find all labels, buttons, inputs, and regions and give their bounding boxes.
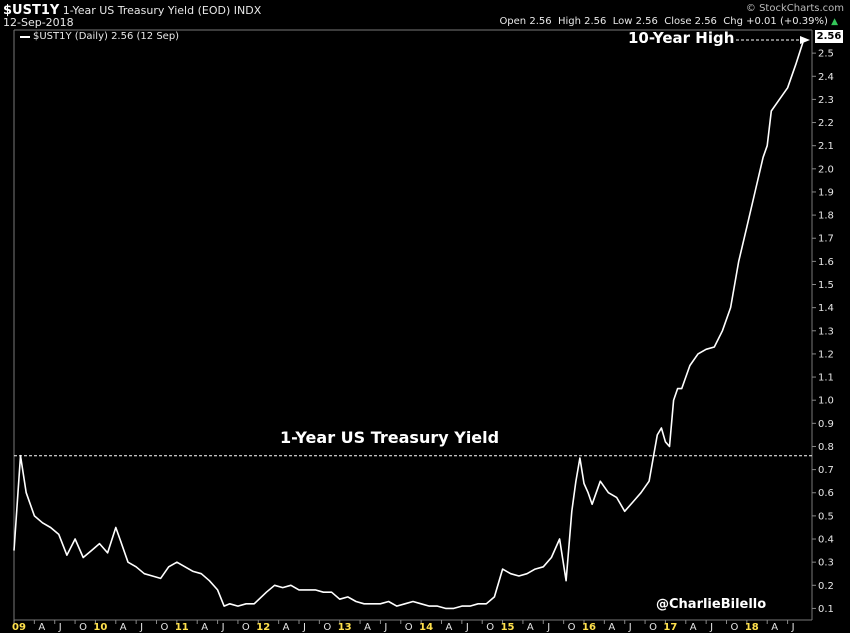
price-tag-box: [815, 30, 843, 43]
y-tick-label: 1.1: [818, 373, 834, 384]
y-tick-label: 1.2: [818, 349, 834, 360]
x-month-label: J: [302, 622, 306, 633]
annotation-10yr-high: 10-Year High: [628, 29, 735, 47]
x-month-label: A: [690, 622, 697, 633]
stockcharts-brand: © StockCharts.com: [745, 3, 844, 14]
x-month-label: A: [771, 622, 778, 633]
credit-label: @CharlieBilello: [656, 597, 767, 612]
up-arrow-icon: ▲: [831, 17, 838, 27]
x-month-label: J: [383, 622, 387, 633]
y-tick-label: 1.5: [818, 280, 834, 291]
y-tick-label: 2.2: [818, 118, 834, 129]
x-month-label: J: [465, 622, 469, 633]
y-tick-label: 2.0: [818, 164, 834, 175]
x-month-label: A: [201, 622, 208, 633]
x-year-label: 16: [582, 622, 596, 633]
y-tick-label: 1.3: [818, 326, 834, 337]
x-year-label: 13: [338, 622, 352, 633]
x-month-label: J: [709, 622, 713, 633]
x-year-label: 18: [745, 622, 759, 633]
x-year-label: 15: [501, 622, 515, 633]
y-tick-label: 1.7: [818, 234, 834, 245]
y-tick-label: 1.8: [818, 211, 834, 222]
y-tick-label: 0.2: [818, 581, 834, 592]
x-month-label: J: [58, 622, 62, 633]
x-month-label: J: [546, 622, 550, 633]
chart-date: 12-Sep-2018: [3, 16, 74, 29]
x-year-label: 12: [256, 622, 270, 633]
y-tick-label: 0.9: [818, 419, 834, 430]
x-month-label: O: [79, 622, 87, 633]
ohlc-readout: Open 2.56 High 2.56 Low 2.56 Close 2.56 …: [499, 16, 838, 27]
y-tick-label: 2.5: [818, 49, 834, 60]
x-month-label: O: [161, 622, 169, 633]
x-month-label: O: [405, 622, 413, 633]
price-tag-label: 2.56: [816, 31, 842, 42]
annotation-chart-title: 1-Year US Treasury Yield: [280, 428, 500, 447]
x-year-label: 09: [12, 622, 26, 633]
x-month-label: O: [323, 622, 331, 633]
y-tick-label: 0.8: [818, 442, 834, 453]
high-arrow-head: [800, 36, 810, 44]
legend-label: $UST1Y (Daily) 2.56 (12 Sep): [33, 31, 180, 42]
x-month-label: A: [38, 622, 45, 633]
ticker-symbol: $UST1Y: [3, 3, 60, 18]
y-tick-label: 1.4: [818, 303, 834, 314]
exchange-code: INDX: [233, 4, 262, 17]
x-month-label: J: [791, 622, 795, 633]
x-month-label: A: [120, 622, 127, 633]
x-month-label: A: [446, 622, 453, 633]
x-month-label: O: [649, 622, 657, 633]
y-tick-label: 0.3: [818, 558, 834, 569]
y-tick-label: 0.1: [818, 604, 834, 615]
x-month-label: J: [628, 622, 632, 633]
y-tick-label: 0.4: [818, 535, 834, 546]
y-tick-label: 2.1: [818, 141, 834, 152]
x-month-label: O: [242, 622, 250, 633]
x-year-label: 10: [93, 622, 107, 633]
y-tick-label: 1.6: [818, 257, 834, 268]
x-month-label: O: [568, 622, 576, 633]
y-tick-label: 1.9: [818, 187, 834, 198]
y-tick-label: 0.5: [818, 511, 834, 522]
x-month-label: A: [364, 622, 371, 633]
x-year-label: 17: [663, 622, 677, 633]
x-month-label: O: [486, 622, 494, 633]
y-tick-label: 0.6: [818, 488, 834, 499]
y-tick-label: 2.4: [818, 72, 834, 83]
x-month-label: J: [139, 622, 143, 633]
header-title-line: $UST1Y 1-Year US Treasury Yield (EOD) IN…: [3, 3, 261, 18]
x-year-label: 14: [419, 622, 433, 633]
series-line-ust1y: [13, 39, 805, 610]
x-month-label: A: [527, 622, 534, 633]
x-month-label: A: [608, 622, 615, 633]
x-month-label: A: [283, 622, 290, 633]
y-tick-label: 0.7: [818, 465, 834, 476]
x-month-label: J: [221, 622, 225, 633]
x-month-label: O: [731, 622, 739, 633]
y-tick-label: 1.0: [818, 396, 834, 407]
series-title: 1-Year US Treasury Yield (EOD): [62, 4, 231, 17]
x-year-label: 11: [175, 622, 189, 633]
y-tick-label: 2.3: [818, 95, 834, 106]
